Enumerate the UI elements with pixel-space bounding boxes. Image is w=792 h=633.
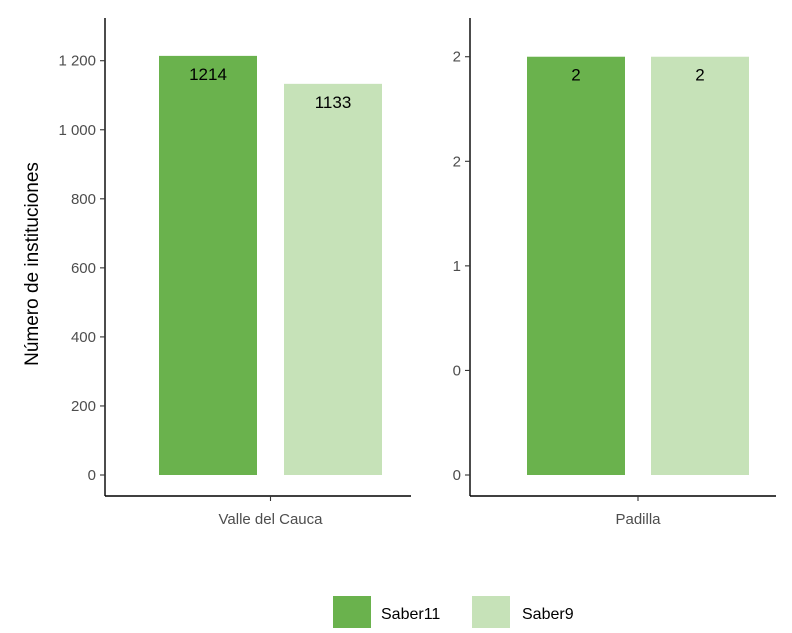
y-tick-label: 1 000 (58, 122, 96, 139)
y-tick-label: 0 (453, 362, 461, 379)
legend: Saber11 Saber9 (333, 596, 574, 630)
bar-saber11-1 (159, 55, 257, 475)
y-tick-label: 1 (453, 258, 461, 275)
chart-panel-1: 1214 1133 0 200 400 600 800 1 000 1 200 Valle del… (58, 18, 411, 528)
x-category-label: Valle del Cauca (219, 511, 324, 528)
data-label-saber9-1: 1133 (315, 93, 352, 112)
legend-key-saber9 (472, 596, 510, 630)
bar-saber9-2 (651, 56, 749, 475)
data-label-saber11-2: 2 (571, 66, 580, 85)
y-tick-label: 400 (71, 329, 96, 346)
y-tick-label: 800 (71, 191, 96, 208)
x-category-label: Padilla (615, 511, 661, 528)
y-tick-label: 600 (71, 260, 96, 277)
legend-label-saber11: Saber11 (381, 606, 440, 623)
legend-key-saber11 (333, 596, 371, 630)
y-tick-label: 200 (71, 398, 96, 415)
data-label-saber11-1: 1214 (189, 65, 227, 84)
bar-saber11-2 (527, 56, 625, 475)
y-tick-label: 0 (88, 467, 96, 484)
y-tick-label: 1 200 (58, 53, 96, 70)
y-tick-label: 2 (453, 153, 461, 170)
data-label-saber9-2: 2 (695, 66, 704, 85)
y-tick-label: 0 (453, 467, 461, 484)
y-axis-title: Número de instituciones (22, 162, 43, 366)
chart-panel-2: 2 2 0 0 1 2 2 Padilla (453, 18, 776, 528)
legend-label-saber9: Saber9 (522, 606, 574, 623)
bar-saber9-1 (284, 83, 382, 475)
y-tick-label: 2 (453, 49, 461, 66)
